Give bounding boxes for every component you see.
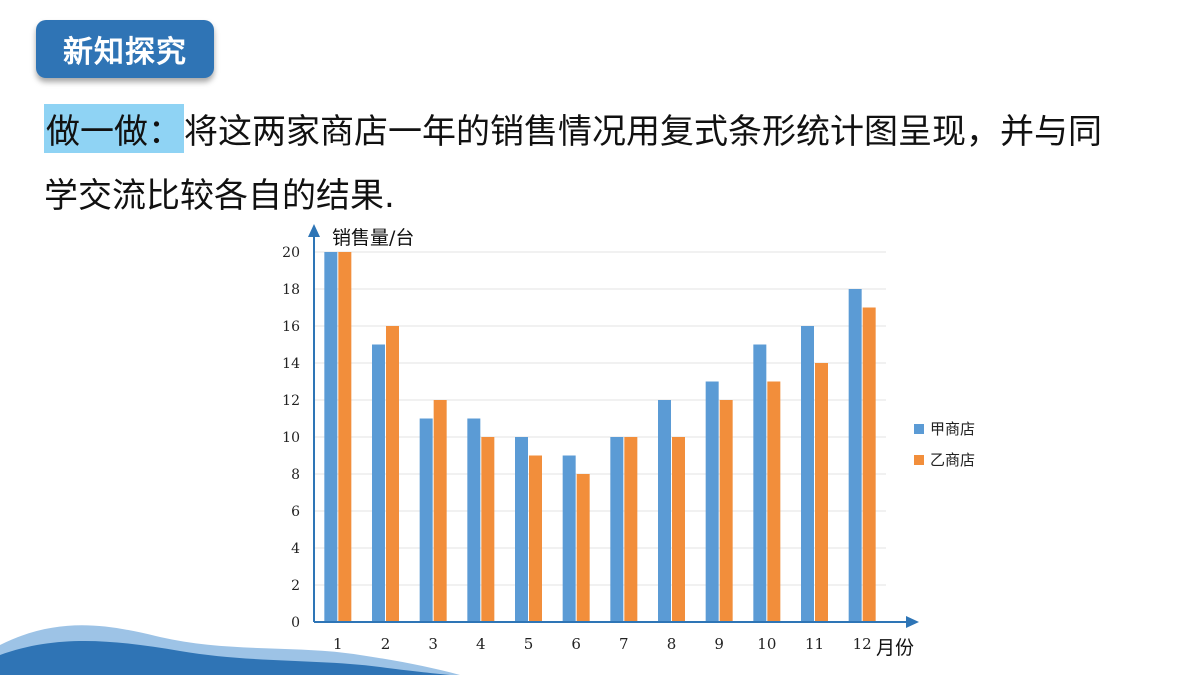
x-tick-label: 11 <box>805 635 824 653</box>
bar-b-12 <box>862 307 876 622</box>
x-tick-label: 9 <box>714 635 724 653</box>
x-axis-label: 月份 <box>876 637 914 659</box>
y-axis-label: 销售量/台 <box>332 227 414 249</box>
decorative-wave <box>0 625 460 675</box>
bar-b-10 <box>767 381 781 622</box>
y-tick-label: 16 <box>282 319 300 335</box>
bar-b-4 <box>481 437 495 622</box>
bar-b-8 <box>672 437 685 622</box>
legend-label: 乙商店 <box>930 451 975 469</box>
bar-a-1 <box>324 252 338 622</box>
instruction-text-1: 将这两家商店一年的销售情况用复式条形统计图呈现，并与同 <box>184 111 1102 152</box>
legend-label: 甲商店 <box>930 420 975 438</box>
x-tick-label: 5 <box>524 635 534 653</box>
bar-a-10 <box>753 344 767 622</box>
bar-a-8 <box>658 400 671 622</box>
bar-b-9 <box>719 400 733 622</box>
bar-b-7 <box>624 437 638 622</box>
x-axis-arrow-icon <box>906 616 919 628</box>
y-tick-label: 2 <box>291 578 300 594</box>
y-tick-label: 4 <box>291 541 300 557</box>
y-tick-label: 18 <box>282 282 300 298</box>
bar-b-5 <box>529 455 542 622</box>
bar-b-6 <box>576 474 590 622</box>
instruction-line-1: 做一做： 将这两家商店一年的销售情况用复式条形统计图呈现，并与同 <box>44 103 1102 153</box>
y-tick-label: 12 <box>282 393 300 409</box>
legend-swatch-b <box>914 455 924 465</box>
bar-a-5 <box>515 437 528 622</box>
section-badge: 新知探究 <box>36 20 214 78</box>
x-tick-label: 6 <box>571 635 581 653</box>
y-tick-label: 6 <box>291 504 300 520</box>
bar-a-3 <box>419 418 433 622</box>
x-tick-label: 1 <box>333 635 343 653</box>
x-tick-label: 12 <box>853 635 872 653</box>
bar-b-3 <box>433 400 447 622</box>
x-tick-label: 10 <box>757 635 776 653</box>
y-tick-label: 14 <box>282 356 300 372</box>
x-tick-label: 3 <box>428 635 438 653</box>
bar-a-7 <box>610 437 624 622</box>
bar-a-4 <box>467 418 481 622</box>
bar-a-9 <box>705 381 719 622</box>
bar-b-11 <box>815 363 828 622</box>
bar-a-6 <box>562 455 576 622</box>
bar-a-2 <box>372 344 385 622</box>
y-tick-label: 10 <box>282 430 300 446</box>
instruction-label: 做一做： <box>44 103 184 153</box>
bar-b-2 <box>386 326 399 622</box>
x-tick-label: 2 <box>381 635 391 653</box>
y-axis-arrow-icon <box>308 224 320 237</box>
bar-a-11 <box>801 326 814 622</box>
bar-b-1 <box>338 252 352 622</box>
x-tick-label: 7 <box>619 635 629 653</box>
legend-swatch-a <box>914 424 924 434</box>
y-tick-label: 0 <box>291 615 300 631</box>
x-tick-label: 4 <box>476 635 486 653</box>
y-tick-label: 8 <box>291 467 300 483</box>
x-tick-label: 8 <box>667 635 677 653</box>
bar-a-12 <box>848 289 862 622</box>
y-tick-label: 20 <box>282 245 300 261</box>
instruction-line-2: 学交流比较各自的结果. <box>44 175 395 216</box>
